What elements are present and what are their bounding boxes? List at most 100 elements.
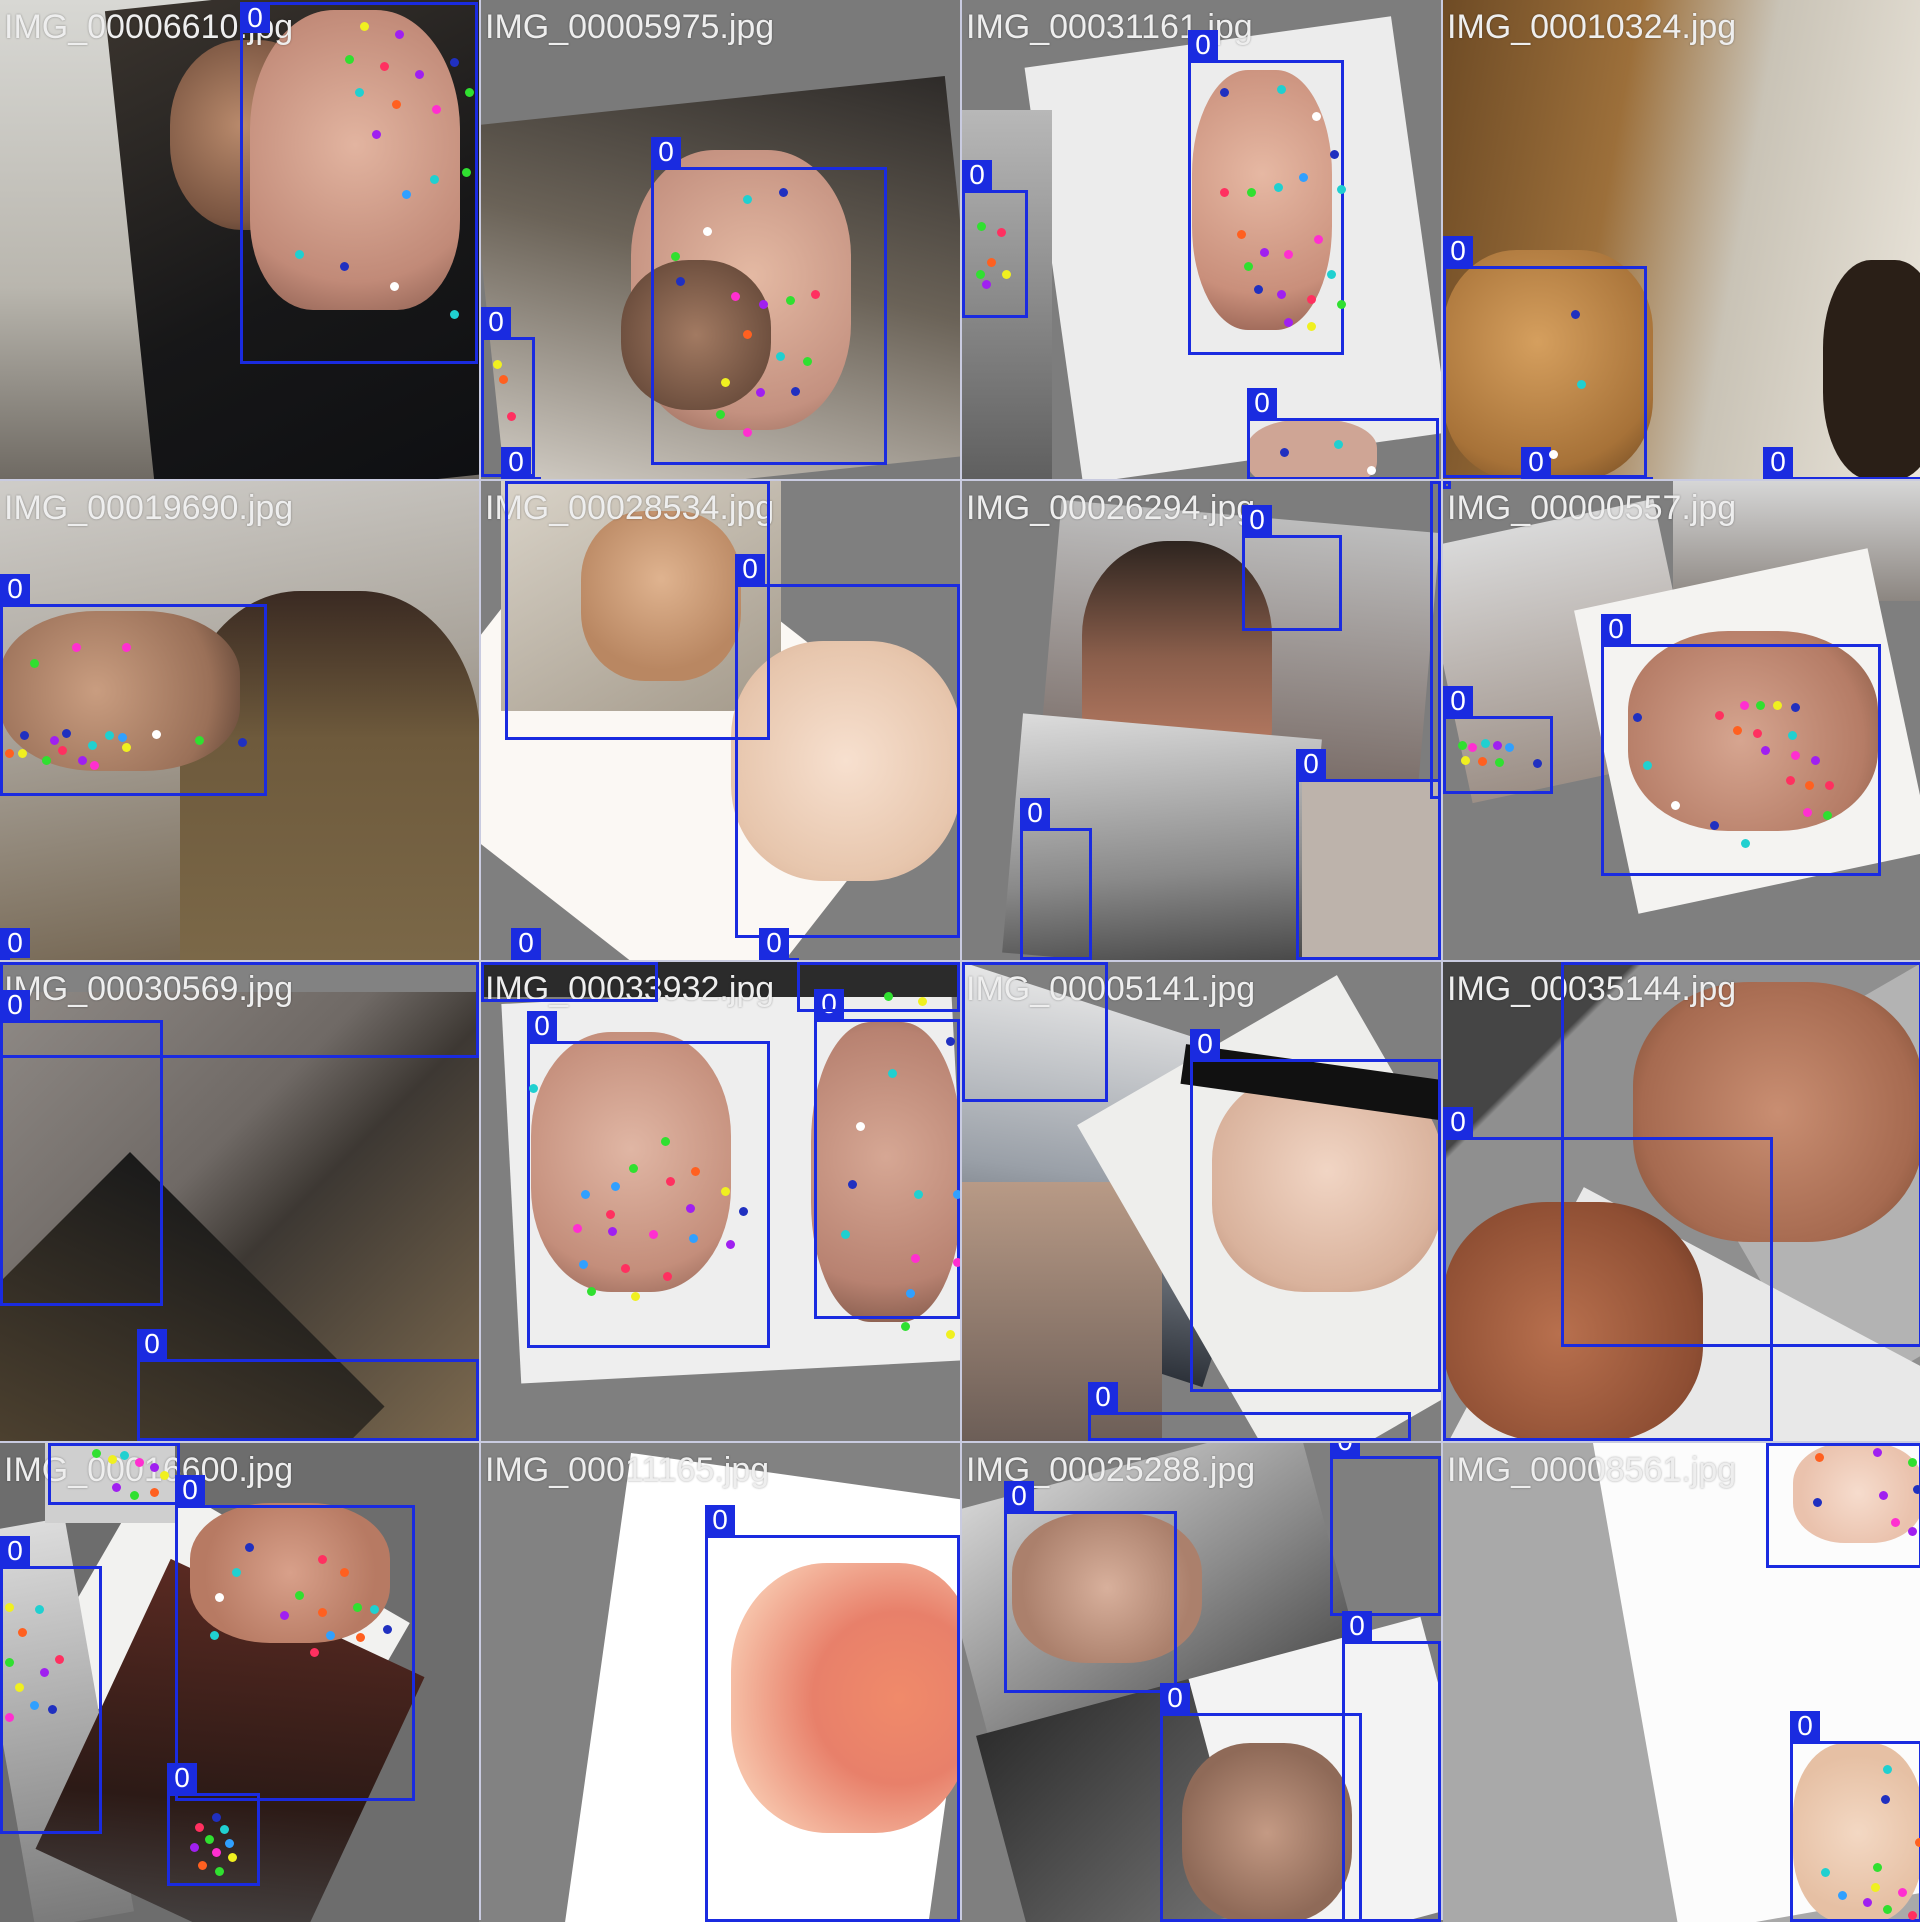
tile-filename: IMG_00019690.jpg [4, 489, 294, 527]
keypoint [1643, 761, 1652, 770]
keypoint [1788, 731, 1797, 740]
keypoint [310, 1648, 319, 1657]
tile-7: IMG_00000557.jpg 0 0 0 [1443, 481, 1920, 960]
keypoint [611, 1182, 620, 1191]
photo [962, 1182, 1162, 1441]
box-label: 0 [759, 928, 789, 958]
keypoint [1220, 88, 1229, 97]
box-label: 0 [814, 989, 844, 1019]
hand [1793, 1443, 1920, 1543]
keypoint [1505, 743, 1514, 752]
keypoint [35, 1605, 44, 1614]
keypoint [1825, 781, 1834, 790]
keypoint [15, 1683, 24, 1692]
box-label: 0 [175, 1475, 205, 1505]
bounding-box: 0 [240, 2, 478, 364]
keypoint [743, 195, 752, 204]
keypoint [112, 1483, 121, 1492]
keypoint [372, 130, 381, 139]
keypoint [811, 290, 820, 299]
box-label: 0 [1443, 686, 1473, 716]
keypoint [661, 1137, 670, 1146]
keypoint [1671, 801, 1680, 810]
tile-2: IMG_00031161.jpg 0 0 0 [962, 0, 1441, 479]
keypoint [987, 258, 996, 267]
box-label: 0 [1190, 1029, 1220, 1059]
keypoint [383, 1625, 392, 1634]
keypoint [756, 388, 765, 397]
keypoint [430, 175, 439, 184]
keypoint [691, 1167, 700, 1176]
keypoint [629, 1164, 638, 1173]
keypoint [1773, 701, 1782, 710]
bounding-box: 0 [1443, 686, 1553, 794]
keypoint [848, 1180, 857, 1189]
tile-3: IMG_00010324.jpg 0 0 0 [1443, 0, 1920, 479]
keypoint [72, 643, 81, 652]
keypoint [390, 282, 399, 291]
tile-13: IMG_00011165.jpg 0 [481, 1443, 960, 1922]
box-label: 0 [1188, 30, 1218, 60]
keypoint [901, 1322, 910, 1331]
keypoint [1873, 1863, 1882, 1872]
keypoint [120, 1451, 129, 1460]
keypoint [1337, 185, 1346, 194]
keypoint [108, 1455, 117, 1464]
keypoint [228, 1853, 237, 1862]
keypoint [225, 1839, 234, 1848]
keypoint [220, 1825, 229, 1834]
bounding-box: 0 [1188, 30, 1344, 355]
box-label: 0 [511, 928, 541, 958]
keypoint [1260, 248, 1269, 257]
hand [1012, 1513, 1202, 1663]
bounding-box: 0 [705, 1505, 960, 1922]
keypoint [1330, 150, 1339, 159]
keypoint [150, 1463, 159, 1472]
box-label: 0 [1443, 236, 1473, 266]
keypoint [62, 729, 71, 738]
keypoint [1633, 713, 1642, 722]
keypoint [1761, 746, 1770, 755]
keypoint [5, 1603, 14, 1612]
bounding-box: 0 [0, 990, 163, 1306]
keypoint [90, 761, 99, 770]
hand [1443, 250, 1653, 479]
box-label: 0 [1342, 1611, 1372, 1641]
bounding-box: 0 [175, 1475, 415, 1801]
keypoint [1803, 808, 1812, 817]
keypoint [1733, 726, 1742, 735]
keypoint [135, 1458, 144, 1467]
keypoint [356, 1633, 365, 1642]
box-label: 0 [481, 307, 511, 337]
bounding-box: 0 [735, 554, 960, 938]
keypoint [946, 1330, 955, 1339]
photo [1823, 260, 1920, 479]
keypoint [318, 1555, 327, 1564]
keypoint [465, 88, 474, 97]
keypoint [1468, 743, 1477, 752]
bounding-box: 0 [1247, 388, 1439, 479]
bounding-box: 0 [1088, 1382, 1411, 1441]
tile-filename: IMG_00028534.jpg [485, 489, 775, 527]
keypoint [507, 412, 516, 421]
keypoint [1883, 1905, 1892, 1914]
keypoint [631, 1292, 640, 1301]
keypoint [92, 1449, 101, 1458]
keypoint [1811, 756, 1820, 765]
keypoint [295, 250, 304, 259]
box-label: 0 [1088, 1382, 1118, 1412]
tile-4: IMG_00019690.jpg 0 0 [0, 481, 479, 960]
keypoint [355, 88, 364, 97]
keypoint [5, 1713, 14, 1722]
keypoint [1823, 811, 1832, 820]
keypoint [493, 360, 502, 369]
keypoint [105, 731, 114, 740]
keypoint [215, 1593, 224, 1602]
keypoint [671, 252, 680, 261]
keypoint [1312, 112, 1321, 121]
keypoint [160, 1471, 169, 1480]
bounding-box: 0 [1601, 614, 1881, 876]
bounding-box: 0 [1430, 481, 1441, 799]
box-label: 0 [1601, 614, 1631, 644]
keypoint [1881, 1795, 1890, 1804]
